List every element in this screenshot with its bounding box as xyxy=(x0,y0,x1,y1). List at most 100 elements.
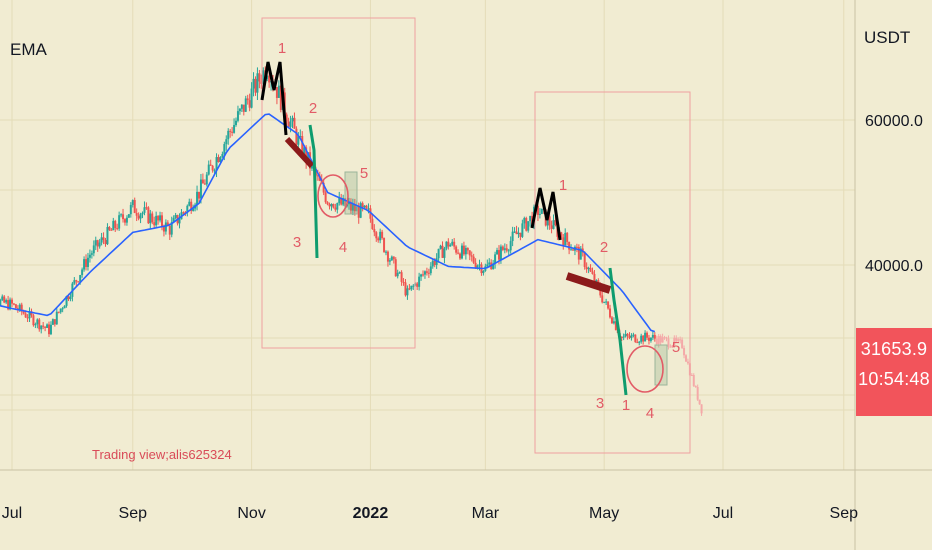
candle-body xyxy=(236,111,239,121)
candle-body xyxy=(260,81,263,84)
candle-body xyxy=(198,191,201,199)
candles xyxy=(0,66,703,416)
candle-body xyxy=(201,179,204,184)
candle-body xyxy=(209,164,212,166)
candle-body xyxy=(515,231,518,235)
candle-body xyxy=(0,299,2,306)
candle-body xyxy=(655,338,658,345)
candle-body xyxy=(677,339,680,341)
candle-body xyxy=(223,144,226,155)
candle-body xyxy=(77,281,80,283)
candle-body xyxy=(18,304,21,310)
y-tick-label: 40000.0 xyxy=(865,258,923,275)
candle-body xyxy=(681,339,684,349)
candle-body xyxy=(75,280,78,282)
candle-body xyxy=(98,242,101,247)
candle-body xyxy=(295,128,298,145)
x-tick-label: May xyxy=(589,505,619,522)
candle-body xyxy=(455,246,458,253)
candle-body xyxy=(118,215,121,229)
candle-body xyxy=(1,296,4,300)
candle-body xyxy=(100,237,103,243)
candle-body xyxy=(529,215,532,222)
candle-body xyxy=(258,73,261,82)
candle-body xyxy=(190,201,193,211)
candle-body xyxy=(147,207,150,224)
candle-body xyxy=(585,266,588,270)
candle-body xyxy=(624,333,627,337)
candle-body xyxy=(562,237,565,246)
candle-body xyxy=(65,296,68,306)
candle-body xyxy=(248,100,251,108)
candle-body xyxy=(285,114,288,122)
range-box xyxy=(344,171,358,215)
candle-body xyxy=(24,313,27,318)
candle-body xyxy=(460,245,463,259)
candle-body xyxy=(61,308,64,310)
candle-body xyxy=(700,404,703,414)
wave-label: 1 xyxy=(559,177,567,194)
candle-body xyxy=(69,296,72,300)
candle-body xyxy=(427,272,430,274)
candle-body xyxy=(268,75,271,83)
candle-body xyxy=(363,205,366,208)
candle-body xyxy=(505,248,508,251)
candle-body xyxy=(149,213,152,224)
candle-body xyxy=(199,179,202,199)
candle-body xyxy=(40,325,43,330)
candle-body xyxy=(501,246,504,250)
candle-body xyxy=(636,342,639,344)
candle-body xyxy=(125,217,128,223)
candle-body xyxy=(213,170,216,172)
candle-body xyxy=(605,301,608,303)
wave-box-second xyxy=(534,91,691,454)
candle-body xyxy=(5,300,8,303)
candle-body xyxy=(104,240,107,245)
candle-body xyxy=(96,240,99,247)
watermark-text: Trading view;alis625324 xyxy=(92,447,232,462)
candle-body xyxy=(166,222,169,226)
candle-body xyxy=(92,245,95,254)
candle-body xyxy=(653,334,656,339)
candle-body xyxy=(351,204,354,211)
candle-body xyxy=(383,238,386,252)
candle-body xyxy=(211,165,214,171)
candle-body xyxy=(447,241,450,247)
candle-body xyxy=(614,321,617,331)
x-tick-label: Jul xyxy=(713,505,733,522)
candle-body xyxy=(507,250,510,252)
candle-body xyxy=(42,325,45,327)
candle-body xyxy=(667,338,670,347)
candle-body xyxy=(172,217,175,223)
candle-body xyxy=(279,85,282,110)
wave-markings xyxy=(260,61,664,396)
candle-body xyxy=(32,315,35,326)
candle-body xyxy=(244,98,247,112)
candle-body xyxy=(540,208,543,214)
candle-body xyxy=(367,208,370,210)
candle-body xyxy=(160,215,163,227)
candle-body xyxy=(527,221,530,231)
wave-label: 3 xyxy=(293,234,301,251)
wave-label: 1 xyxy=(278,40,286,57)
candle-body xyxy=(174,215,177,218)
indicator-label[interactable]: EMA xyxy=(10,40,47,59)
candle-body xyxy=(299,136,302,138)
candle-body xyxy=(468,250,471,256)
candle-body xyxy=(293,117,296,129)
candle-body xyxy=(106,226,109,245)
candle-body xyxy=(402,281,405,283)
candle-body xyxy=(186,205,189,213)
candle-body xyxy=(488,262,491,265)
candle-body xyxy=(81,269,84,276)
candle-body xyxy=(431,260,434,267)
candle-body xyxy=(203,183,206,185)
candle-body xyxy=(120,214,123,216)
candle-body xyxy=(83,259,86,270)
candle-body xyxy=(696,387,699,400)
candle-body xyxy=(73,280,76,284)
candle-body xyxy=(609,308,612,318)
candle-body xyxy=(67,296,70,300)
